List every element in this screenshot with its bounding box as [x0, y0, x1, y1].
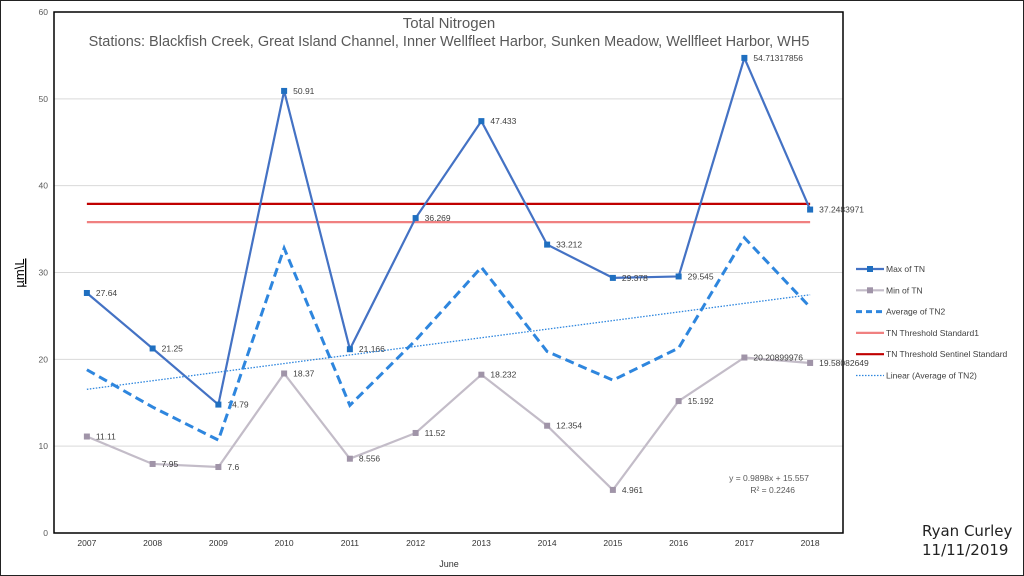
- data-label: 29.378: [622, 273, 648, 283]
- legend-label: Linear (Average of TN2): [886, 371, 977, 381]
- author-name: Ryan Curley: [922, 522, 1013, 540]
- data-label: 50.91: [293, 86, 315, 96]
- y-tick-label: 10: [39, 441, 49, 451]
- legend-marker: [867, 287, 873, 294]
- data-point: [544, 422, 551, 429]
- legend-label: Min of TN: [886, 285, 923, 295]
- data-label: 7.6: [227, 462, 239, 472]
- data-point: [149, 460, 156, 467]
- author-block: Ryan Curley 11/11/2019: [922, 522, 1012, 560]
- legend-label: Average of TN2: [886, 307, 945, 317]
- data-point: [281, 87, 288, 94]
- data-point: [675, 273, 682, 280]
- data-point: [346, 346, 353, 353]
- data-point: [215, 401, 222, 408]
- data-point: [675, 398, 682, 405]
- chart-subtitle: Stations: Blackfish Creek, Great Island …: [89, 34, 810, 50]
- data-point: [741, 354, 748, 361]
- author-date: 11/11/2019: [922, 541, 1009, 559]
- data-label: 12.354: [556, 421, 582, 431]
- trendline-r2: R² = 0.2246: [750, 485, 795, 495]
- series-line-average-of-tn2: [86, 235, 812, 443]
- data-point: [478, 371, 485, 378]
- data-point: [83, 289, 90, 296]
- data-label: 37.2483971: [819, 205, 864, 215]
- data-label: 19.58082649: [819, 358, 869, 368]
- data-point: [609, 274, 616, 281]
- plot-area-border: [53, 11, 844, 534]
- legend-label: Max of TN: [886, 264, 925, 274]
- x-tick-label: 2014: [538, 538, 557, 548]
- x-tick-label: 2009: [209, 538, 228, 548]
- series-line-min-of-tn: [86, 356, 811, 492]
- data-label: 54.71317856: [753, 53, 803, 63]
- x-tick-label: 2010: [275, 538, 294, 548]
- data-label: 20.20899976: [753, 353, 803, 363]
- x-tick-label: 2018: [801, 538, 820, 548]
- data-label: 47.433: [490, 116, 516, 126]
- data-point: [149, 345, 156, 352]
- data-point: [346, 455, 353, 462]
- data-label: 15.192: [688, 396, 714, 406]
- data-label: 27.64: [96, 288, 118, 298]
- data-label: 36.269: [425, 213, 451, 223]
- data-point: [412, 429, 419, 436]
- legend-label: TN Threshold Standard1: [886, 328, 979, 338]
- y-axis-label: µm\L: [12, 258, 27, 287]
- x-tick-label: 2013: [472, 538, 491, 548]
- x-tick-label: 2008: [143, 538, 162, 548]
- data-point: [544, 241, 551, 248]
- data-label: 14.79: [227, 400, 249, 410]
- data-point: [215, 464, 222, 471]
- chart-title: Total Nitrogen: [403, 15, 496, 32]
- data-point: [281, 370, 288, 377]
- legend-marker: [867, 266, 873, 272]
- y-tick-label: 40: [39, 181, 49, 191]
- data-label: 7.95: [162, 459, 179, 469]
- data-point: [741, 54, 748, 61]
- data-label: 21.166: [359, 344, 385, 354]
- data-label: 18.232: [490, 370, 516, 380]
- data-label: 11.11: [96, 432, 116, 442]
- series-line-max-of-tn: [86, 54, 812, 407]
- data-point: [83, 433, 90, 440]
- x-tick-label: 2017: [735, 538, 754, 548]
- data-point: [807, 359, 814, 366]
- y-tick-label: 50: [39, 94, 49, 104]
- trendline-equation: y = 0.9898x + 15.557: [729, 473, 809, 483]
- legend-label: TN Threshold Sentinel Standard: [886, 349, 1008, 359]
- data-label: 33.212: [556, 240, 582, 250]
- x-axis-label: June: [439, 559, 459, 569]
- x-tick-label: 2011: [341, 538, 360, 548]
- data-label: 8.556: [359, 454, 381, 464]
- data-label: 21.25: [162, 343, 184, 353]
- x-tick-label: 2007: [77, 538, 96, 548]
- data-label: 11.52: [425, 428, 446, 438]
- data-point: [412, 215, 419, 222]
- x-tick-label: 2012: [406, 538, 425, 548]
- data-point: [478, 118, 485, 125]
- y-tick-label: 30: [39, 268, 49, 278]
- x-tick-label: 2015: [603, 538, 622, 548]
- y-tick-label: 20: [39, 354, 49, 364]
- data-label: 29.545: [688, 271, 714, 281]
- data-point: [609, 486, 616, 493]
- y-tick-label: 0: [43, 528, 48, 538]
- data-point: [807, 206, 814, 213]
- data-label: 4.961: [622, 485, 644, 495]
- x-tick-label: 2016: [669, 538, 688, 548]
- y-tick-label: 60: [39, 7, 49, 17]
- data-label: 18.37: [293, 368, 315, 378]
